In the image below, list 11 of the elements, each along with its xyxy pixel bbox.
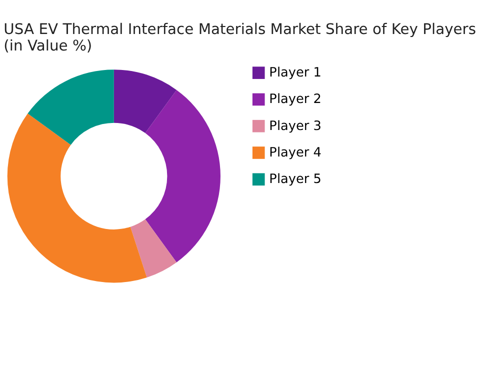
legend-label: Player 1 [269, 65, 322, 80]
donut-slice [130, 219, 177, 278]
donut-slice [114, 70, 177, 134]
donut-slice [7, 114, 147, 283]
chart-title: USA EV Thermal Interface Materials Market Share of Key Players (in Value %) [4, 20, 476, 54]
legend-label: Player 3 [269, 118, 322, 134]
legend-label: Player 5 [269, 172, 322, 188]
legend-label: Player 2 [269, 92, 322, 108]
legend-label: Player 4 [269, 145, 322, 160]
donut-slice [28, 70, 114, 145]
donut-slice [145, 90, 220, 262]
